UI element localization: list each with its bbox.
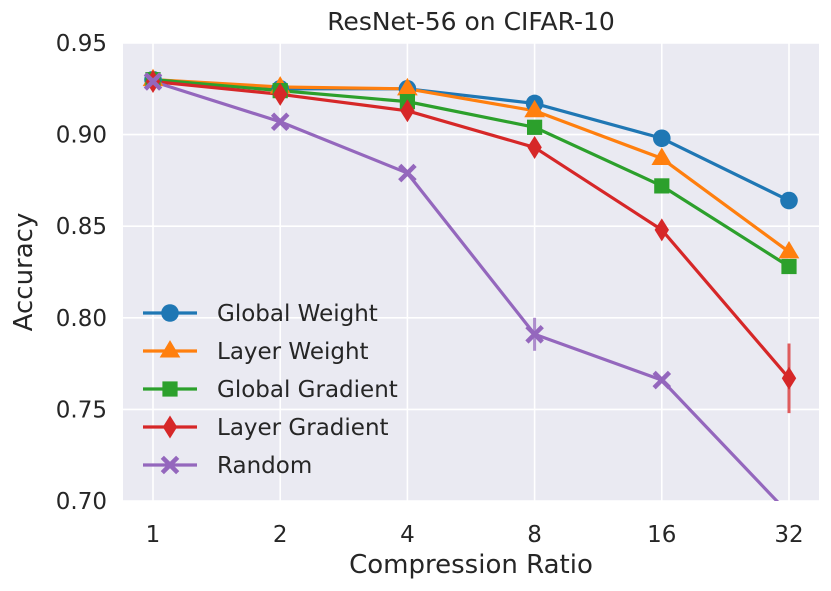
legend-marker [162,415,178,439]
data-point-global-gradient [781,258,797,275]
x-tick-label: 4 [400,522,415,548]
data-point-layer-gradient [400,99,415,123]
series-line-layer-gradient [152,79,791,380]
x-axis-label: Compression Ratio [349,550,593,580]
data-point-layer-gradient [273,82,288,106]
data-point-layer-weight [778,240,800,259]
data-point-layer-weight [397,77,418,96]
data-point-global-weight [780,191,798,210]
data-point-global-weight [653,129,671,148]
x-tick-label: 8 [527,522,542,548]
data-point-layer-weight [651,147,673,165]
series-line-random [152,79,780,501]
data-point-random [652,370,672,390]
data-point-random [270,112,290,132]
y-tick-label: 0.95 [56,31,107,57]
legend-label: Random [217,453,312,479]
y-tick-label: 0.80 [56,306,107,332]
x-tick-label: 16 [647,522,676,548]
series-line-global-gradient [152,78,790,268]
legend-marker [161,304,179,322]
data-point-random [143,72,163,91]
series-lines [152,78,791,501]
data-point-global-gradient [654,178,670,194]
legend-marker [159,340,181,358]
data-point-random [525,325,544,344]
data-point-layer-gradient [527,135,542,159]
x-tick-labels: 1 2 4 8 16 32 [146,522,804,548]
data-point-random [780,505,799,524]
y-tick-label: 0.85 [56,214,107,240]
legend-label: Layer Gradient [217,415,389,441]
x-tick-label: 2 [273,522,288,548]
data-markers [142,68,800,524]
series-line-layer-weight [152,78,790,254]
legend-marker [162,381,178,397]
data-point-layer-weight [524,99,545,118]
y-tick-labels: 0.70 0.75 0.80 0.85 0.90 0.95 [56,31,107,515]
legend-label: Global Gradient [217,377,398,403]
data-point-layer-gradient [654,218,669,242]
legend-marker [160,455,180,475]
legend-label: Global Weight [217,301,378,327]
data-point-global-gradient [527,119,543,135]
x-tick-label: 32 [774,522,803,548]
legend: Global Weight Layer Weight Global Gradient… [143,301,398,479]
legend-label: Layer Weight [217,339,369,365]
y-tick-label: 0.70 [56,489,107,515]
chart-title: ResNet-56 on CIFAR-10 [327,7,615,36]
data-point-random [398,163,417,183]
y-tick-label: 0.75 [56,397,107,423]
data-point-layer-gradient [781,366,797,390]
x-tick-label: 1 [146,522,161,548]
y-tick-label: 0.90 [56,123,107,149]
y-axis-label: Accuracy [9,213,39,332]
